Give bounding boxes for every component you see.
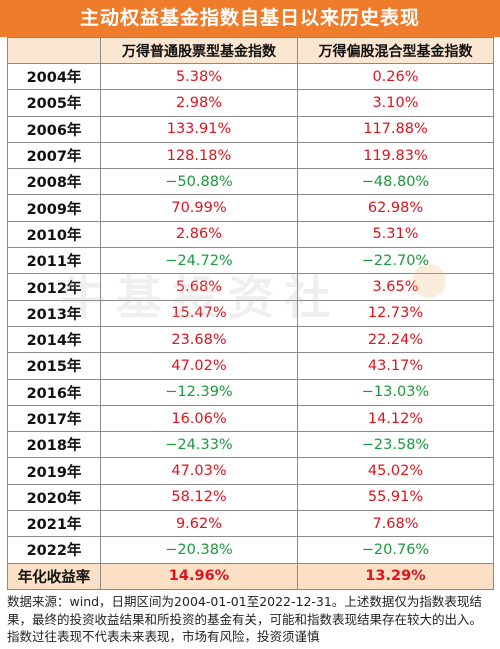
year-cell: 2015年: [7, 352, 101, 380]
year-cell: 2004年: [7, 62, 101, 91]
stock-fund-return-cell: −20.38%: [100, 536, 298, 564]
year-cell: 2006年: [7, 115, 101, 143]
year-cell: 2013年: [7, 299, 101, 327]
mixed-fund-return-cell: 55.91%: [297, 483, 494, 512]
stock-fund-return-cell: 70.99%: [100, 194, 298, 222]
footnote: 数据来源：wind，日期区间为2004-01-01至2022-12-31。上述数…: [7, 594, 483, 644]
year-cell: 2012年: [7, 273, 101, 301]
year-cell: 2009年: [7, 194, 101, 222]
mixed-fund-return-cell: 12.73%: [297, 299, 494, 327]
stock-fund-return-cell: 9.62%: [100, 510, 298, 538]
stock-fund-return-cell: 16.06%: [100, 404, 298, 433]
mixed-fund-return-cell: −20.76%: [297, 536, 494, 564]
stock-fund-return-cell: 5.68%: [100, 273, 298, 301]
stock-fund-return-cell: 47.02%: [100, 352, 298, 380]
year-cell: 2005年: [7, 89, 101, 117]
table-row: 2022年 −20.38% −20.76%: [7, 536, 494, 564]
annualized-label: 年化收益率: [7, 562, 101, 590]
stock-fund-return-cell: −24.72%: [100, 247, 298, 275]
stock-fund-return-cell: −50.88%: [100, 168, 298, 196]
mixed-fund-return-cell: 3.65%: [297, 273, 494, 301]
stock-fund-return-cell: 133.91%: [100, 115, 298, 143]
mixed-fund-return-cell: 0.26%: [297, 62, 494, 91]
table-row: 2016年 −12.39% −13.03%: [7, 378, 494, 406]
table-row: 2017年 16.06% 14.12%: [7, 404, 494, 433]
table-row: 2005年 2.98% 3.10%: [7, 89, 494, 117]
annualized-return-row: 年化收益率 14.96% 13.29%: [7, 562, 494, 590]
table-row: 2004年 5.38% 0.26%: [7, 62, 494, 91]
mixed-fund-return-cell: −13.03%: [297, 378, 494, 406]
stock-fund-return-cell: 15.47%: [100, 299, 298, 327]
table-row: 2011年 −24.72% −22.70%: [7, 247, 494, 275]
table-row: 2015年 47.02% 43.17%: [7, 352, 494, 380]
mixed-fund-return-cell: −48.80%: [297, 168, 494, 196]
stock-fund-return-cell: 23.68%: [100, 325, 298, 354]
mixed-fund-annualized-return: 13.29%: [297, 562, 494, 590]
mixed-fund-return-cell: 119.83%: [297, 141, 494, 170]
table-row: 2018年 −24.33% −23.58%: [7, 431, 494, 459]
stock-fund-return-cell: 2.86%: [100, 220, 298, 249]
mixed-fund-return-cell: 5.31%: [297, 220, 494, 249]
table-title: 主动权益基金指数自基日以来历史表现: [0, 0, 500, 37]
mixed-fund-return-cell: −22.70%: [297, 247, 494, 275]
year-cell: 2020年: [7, 483, 101, 512]
stock-fund-return-cell: 128.18%: [100, 141, 298, 170]
stock-fund-return-cell: 5.38%: [100, 62, 298, 91]
header-mixed-fund-index: 万得偏股混合型基金指数: [297, 37, 494, 64]
table-row: 2013年 15.47% 12.73%: [7, 299, 494, 327]
mixed-fund-return-cell: 22.24%: [297, 325, 494, 354]
year-cell: 2017年: [7, 404, 101, 433]
year-cell: 2014年: [7, 325, 101, 354]
mixed-fund-return-cell: 3.10%: [297, 89, 494, 117]
table-row: 2019年 47.03% 45.02%: [7, 457, 494, 485]
mixed-fund-return-cell: 62.98%: [297, 194, 494, 222]
year-cell: 2008年: [7, 168, 101, 196]
header-row: 万得普通股票型基金指数 万得偏股混合型基金指数: [7, 37, 494, 64]
stock-fund-return-cell: 2.98%: [100, 89, 298, 117]
table-row: 2007年 128.18% 119.83%: [7, 141, 494, 170]
mixed-fund-return-cell: −23.58%: [297, 431, 494, 459]
table-row: 2014年 23.68% 22.24%: [7, 325, 494, 354]
mixed-fund-return-cell: 45.02%: [297, 457, 494, 485]
table-row: 2009年 70.99% 62.98%: [7, 194, 494, 222]
table-row: 2008年 −50.88% −48.80%: [7, 168, 494, 196]
stock-fund-return-cell: 58.12%: [100, 483, 298, 512]
table-row: 2021年 9.62% 7.68%: [7, 510, 494, 538]
header-stock-fund-index: 万得普通股票型基金指数: [100, 37, 298, 64]
mixed-fund-return-cell: 43.17%: [297, 352, 494, 380]
table-row: 2006年 133.91% 117.88%: [7, 115, 494, 143]
fund-index-table: 万得普通股票型基金指数 万得偏股混合型基金指数 2004年 5.38% 0.26% 2…: [7, 37, 494, 590]
header-year-cell: [7, 37, 101, 64]
mixed-fund-return-cell: 7.68%: [297, 510, 494, 538]
year-cell: 2011年: [7, 247, 101, 275]
stock-fund-annualized-return: 14.96%: [100, 562, 298, 590]
stock-fund-return-cell: −12.39%: [100, 378, 298, 406]
table-row: 2012年 5.68% 3.65%: [7, 273, 494, 301]
table-row: 2020年 58.12% 55.91%: [7, 483, 494, 512]
table-row: 2010年 2.86% 5.31%: [7, 220, 494, 249]
year-cell: 2007年: [7, 141, 101, 170]
stock-fund-return-cell: −24.33%: [100, 431, 298, 459]
year-cell: 2010年: [7, 220, 101, 249]
year-cell: 2016年: [7, 378, 101, 406]
stock-fund-return-cell: 47.03%: [100, 457, 298, 485]
year-cell: 2022年: [7, 536, 101, 564]
year-cell: 2021年: [7, 510, 101, 538]
year-cell: 2018年: [7, 431, 101, 459]
mixed-fund-return-cell: 14.12%: [297, 404, 494, 433]
mixed-fund-return-cell: 117.88%: [297, 115, 494, 143]
year-cell: 2019年: [7, 457, 101, 485]
